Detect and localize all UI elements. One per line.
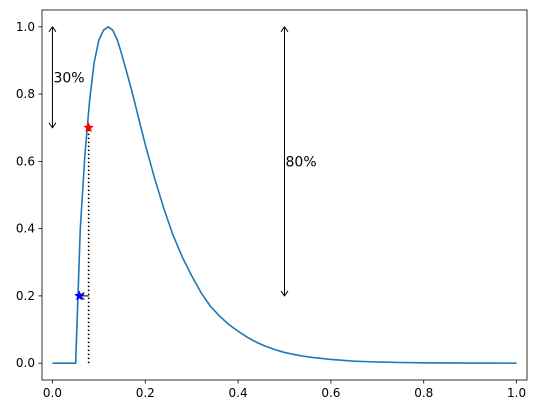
axes-frame: [41, 9, 528, 381]
plot-area: 0.0 0.2 0.4 0.6 0.8 1.0 0.0 0.2 0.4 0.6 0.8 1.0 30% 8…: [16, 9, 528, 400]
series-line: [52, 26, 517, 364]
y-tick-label: 0.6: [16, 154, 35, 168]
y-tick-label: 0.4: [16, 222, 35, 236]
x-tick-label: 0.6: [321, 386, 340, 400]
x-tick-label: 0.4: [229, 386, 248, 400]
x-tick-label: 0.2: [136, 386, 155, 400]
star-marker: [83, 122, 95, 133]
x-tick-label: 0.8: [414, 386, 433, 400]
double-arrow-head-top: [280, 25, 289, 33]
double-arrow-head-bottom: [48, 122, 57, 129]
double-arrow-head-top: [48, 25, 57, 33]
double-arrow-head-bottom: [280, 290, 289, 297]
x-tick-label: 0.0: [43, 386, 62, 400]
x-tick-label: 1.0: [507, 386, 526, 400]
y-tick-label: 0.0: [16, 356, 35, 370]
y-tick-label: 0.2: [16, 289, 35, 303]
star-marker: [73, 290, 85, 301]
arrow-percent-label: 30%: [53, 70, 84, 86]
y-tick-label: 0.8: [16, 87, 35, 101]
arrow-percent-label: 80%: [286, 154, 317, 170]
y-tick-label: 1.0: [16, 20, 35, 34]
